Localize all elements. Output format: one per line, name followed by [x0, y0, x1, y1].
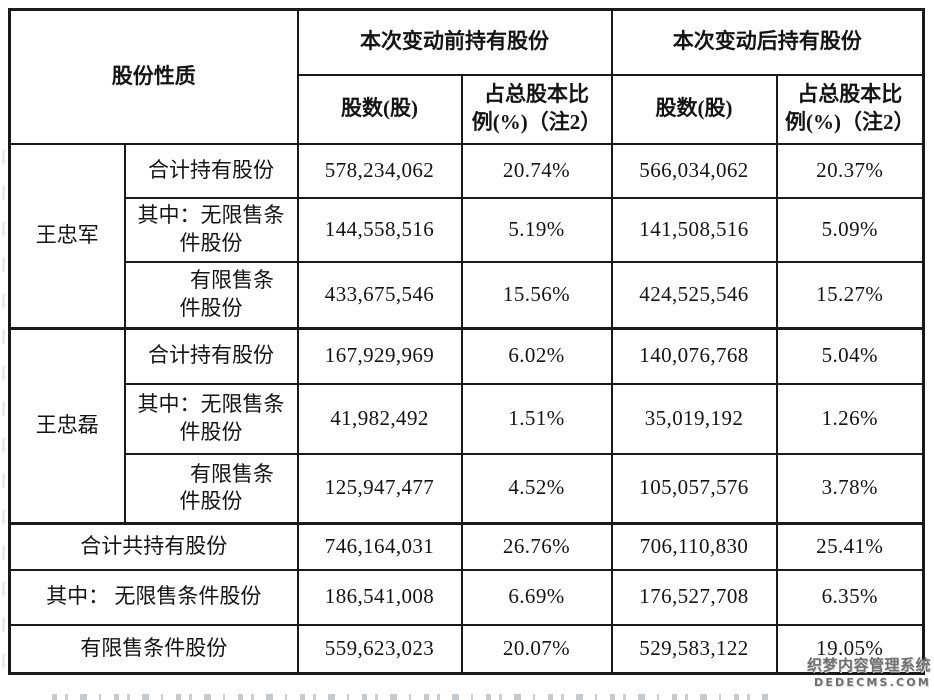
header-shares-before: 股数(股) — [296, 73, 463, 145]
pct-before-cell: 20.74% — [460, 142, 613, 199]
total-label-cell: 其中： 无限售条件股份 — [8, 568, 299, 626]
total-label-cell: 有限售条件股份 — [8, 623, 299, 675]
pct-before-cell: 4.52% — [460, 452, 613, 525]
cropped-text-sliver — [52, 694, 768, 700]
shares-after-cell: 141,508,516 — [610, 196, 778, 263]
row-label-cell: 其中：无限售条 件股份 — [123, 382, 299, 455]
header-after-group: 本次变动后持有股份 — [610, 8, 925, 76]
shares-before-cell: 746,164,031 — [296, 522, 463, 571]
pct-after-cell: 6.35% — [775, 568, 925, 626]
row-label-cell: 其中：无限售条 件股份 — [123, 196, 299, 263]
shares-after-cell: 105,057,576 — [610, 452, 778, 525]
pct-before-cell: 15.56% — [460, 260, 613, 330]
pct-before-cell: 1.51% — [460, 382, 613, 455]
pct-after-cell: 5.09% — [775, 196, 925, 263]
pct-before-cell: 5.19% — [460, 196, 613, 263]
row-label-cell: 合计持有股份 — [123, 142, 299, 199]
shares-after-cell: 424,525,546 — [610, 260, 778, 330]
scan-edge-noise — [2, 150, 5, 670]
pct-before-cell: 26.76% — [460, 522, 613, 571]
pct-after-cell: 20.37% — [775, 142, 925, 199]
shares-before-cell: 167,929,969 — [296, 327, 463, 385]
pct-after-cell: 25.41% — [775, 522, 925, 571]
shares-before-cell: 186,541,008 — [296, 568, 463, 626]
row-label-cell: 有限售条 件股份 — [123, 452, 299, 525]
shares-after-cell: 566,034,062 — [610, 142, 778, 199]
shares-before-cell: 41,982,492 — [296, 382, 463, 455]
pct-after-cell: 15.27% — [775, 260, 925, 330]
holder-cell: 王忠军 — [8, 142, 126, 330]
shares-before-cell: 144,558,516 — [296, 196, 463, 263]
header-pct-before: 占总股本比 例(%)（注2） — [460, 73, 613, 145]
shares-after-cell: 140,076,768 — [610, 327, 778, 385]
shares-after-cell: 176,527,708 — [610, 568, 778, 626]
total-label-cell: 合计共持有股份 — [8, 522, 299, 571]
header-share-nature: 股份性质 — [8, 8, 299, 145]
shares-after-cell: 706,110,830 — [610, 522, 778, 571]
shareholding-table: 股份性质 本次变动前持有股份 本次变动后持有股份 股数(股) 占总股本比 例(%… — [8, 8, 925, 675]
header-before-group: 本次变动前持有股份 — [296, 8, 613, 76]
shares-before-cell: 125,947,477 — [296, 452, 463, 525]
pct-after-cell: 5.04% — [775, 327, 925, 385]
watermark-cn-text: 织梦内容管理系统 — [806, 657, 931, 674]
pct-before-cell: 6.69% — [460, 568, 613, 626]
header-pct-after: 占总股本比 例(%)（注2） — [775, 73, 925, 145]
row-label-cell: 有限售条 件股份 — [123, 260, 299, 330]
holder-cell: 王忠磊 — [8, 327, 126, 525]
cms-watermark: 织梦内容管理系统 DEDECMS.COM — [807, 654, 931, 689]
pct-after-cell: 3.78% — [775, 452, 925, 525]
header-shares-after: 股数(股) — [610, 73, 778, 145]
shares-before-cell: 578,234,062 — [296, 142, 463, 199]
pct-after-cell: 19.05% — [775, 623, 925, 675]
pct-before-cell: 6.02% — [460, 327, 613, 385]
pct-after-cell: 1.26% — [775, 382, 925, 455]
pct-before-cell: 20.07% — [460, 623, 613, 675]
row-label-cell: 合计持有股份 — [123, 327, 299, 385]
watermark-url-text: DEDECMS.COM — [814, 676, 931, 689]
shares-after-cell: 35,019,192 — [610, 382, 778, 455]
shares-before-cell: 433,675,546 — [296, 260, 463, 330]
shares-before-cell: 559,623,023 — [296, 623, 463, 675]
shares-after-cell: 529,583,122 — [610, 623, 778, 675]
